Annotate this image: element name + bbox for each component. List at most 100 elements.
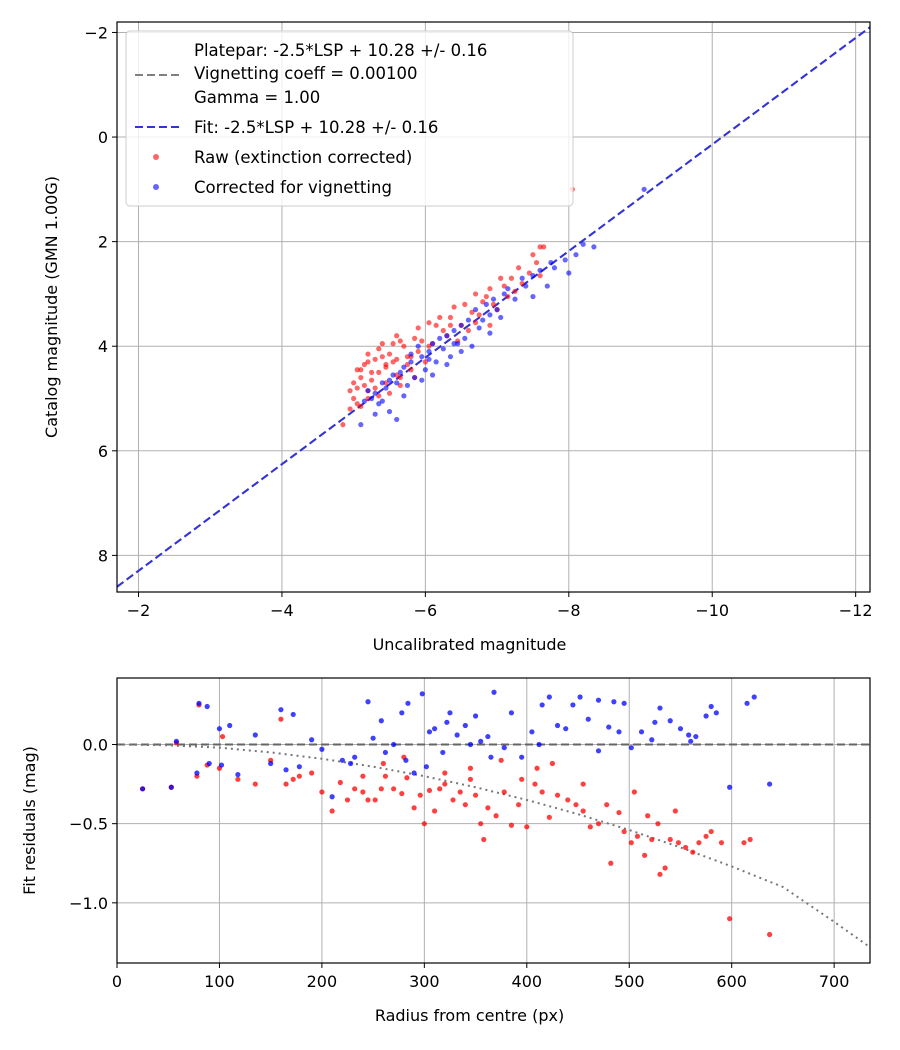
raw-point — [541, 244, 547, 250]
corrected-point — [480, 317, 486, 323]
y-tick-label: 2 — [98, 233, 108, 252]
corrected-residual-point — [283, 767, 289, 773]
raw-point — [465, 327, 471, 334]
corrected-residual-point — [309, 737, 315, 743]
corrected-residual-point — [693, 733, 699, 740]
raw-residual-point — [360, 773, 366, 779]
corrected-residual-point — [426, 729, 433, 735]
raw-point — [368, 377, 375, 383]
y-tick-label: 6 — [98, 442, 108, 461]
x-tick-label: 700 — [819, 972, 850, 991]
raw-residual-point — [450, 797, 456, 803]
raw-point — [469, 309, 475, 315]
corrected-point — [530, 273, 536, 279]
corrected-point — [401, 364, 407, 370]
corrected-residual-point — [168, 784, 174, 790]
corrected-point — [472, 307, 479, 313]
raw-point — [487, 286, 493, 292]
y-tick-label: −1.0 — [69, 894, 108, 913]
corrected-point — [386, 377, 393, 383]
raw-point — [354, 385, 360, 391]
corrected-point — [394, 380, 400, 386]
corrected-point — [383, 385, 389, 391]
raw-residual-point — [631, 789, 637, 795]
plot-area — [117, 689, 870, 948]
raw-point — [376, 346, 382, 352]
corrected-point — [408, 351, 414, 357]
legend-vignetting-text: Vignetting coeff = 0.00100 — [194, 64, 418, 83]
corrected-residual-point — [595, 748, 602, 754]
raw-residual-point — [372, 797, 378, 803]
corrected-residual-point — [570, 702, 576, 708]
corrected-point — [465, 317, 471, 323]
raw-residual-point — [628, 840, 634, 846]
x-tick-label: 300 — [409, 972, 440, 991]
corrected-point — [433, 359, 439, 365]
corrected-point — [429, 341, 436, 347]
corrected-point — [426, 348, 432, 355]
raw-point — [433, 322, 439, 328]
raw-point — [447, 322, 454, 328]
x-axis-label: Uncalibrated magnitude — [373, 635, 567, 654]
corrected-residual-point — [431, 726, 438, 732]
x-tick-label: −12 — [839, 601, 873, 620]
raw-point — [472, 320, 479, 326]
raw-residual-point — [662, 865, 668, 871]
corrected-residual-point — [296, 764, 302, 770]
raw-point — [530, 252, 536, 258]
corrected-residual-point — [488, 754, 494, 760]
raw-point — [365, 395, 371, 402]
x-axis-label: Radius from centre (px) — [375, 1006, 564, 1025]
x-tick-label: 100 — [204, 972, 235, 991]
corrected-point — [505, 286, 511, 292]
corrected-point — [566, 270, 572, 276]
raw-point — [415, 325, 421, 331]
raw-point — [480, 299, 486, 305]
raw-point — [379, 354, 385, 360]
raw-residual-point — [554, 792, 561, 798]
raw-residual-point — [524, 824, 530, 830]
raw-residual-point — [539, 789, 545, 795]
raw-residual-point — [378, 786, 384, 792]
plot-frame — [116, 677, 871, 964]
corrected-point — [379, 380, 385, 386]
corrected-residual-point — [462, 722, 468, 729]
raw-residual-point — [675, 840, 682, 846]
corrected-point — [483, 301, 489, 307]
y-tick-label: 8 — [98, 546, 108, 565]
raw-residual-point — [219, 733, 226, 740]
raw-residual-point — [344, 797, 351, 803]
legend-raw-marker — [153, 154, 159, 160]
raw-point — [361, 361, 368, 368]
corrected-point — [365, 388, 371, 394]
raw-residual-point — [649, 836, 655, 843]
corrected-residual-point — [577, 694, 583, 700]
raw-point — [347, 388, 353, 394]
corrected-residual-point — [621, 700, 627, 706]
corrected-point — [437, 335, 443, 341]
raw-point — [419, 338, 425, 344]
raw-residual-point — [534, 765, 540, 771]
x-tick-label: −6 — [414, 601, 438, 620]
corrected-point — [419, 377, 425, 383]
raw-point — [394, 372, 400, 378]
corrected-residual-point — [423, 764, 429, 770]
corrected-point — [412, 374, 418, 381]
corrected-point — [447, 354, 454, 360]
corrected-residual-point — [196, 700, 202, 706]
raw-residual-point — [252, 781, 258, 787]
corrected-point — [476, 325, 482, 331]
corrected-residual-point — [652, 719, 658, 725]
raw-residual-point — [478, 821, 484, 827]
corrected-residual-point — [419, 691, 425, 697]
raw-point — [447, 314, 454, 321]
corrected-residual-point — [508, 710, 515, 716]
raw-residual-point — [595, 821, 602, 827]
corrected-residual-point — [546, 694, 552, 700]
x-tick-label: 200 — [307, 972, 338, 991]
raw-point — [426, 320, 432, 326]
corrected-point — [544, 283, 550, 289]
corrected-point — [501, 291, 507, 297]
corrected-point — [573, 252, 579, 258]
legend-corrected-marker — [153, 184, 159, 190]
